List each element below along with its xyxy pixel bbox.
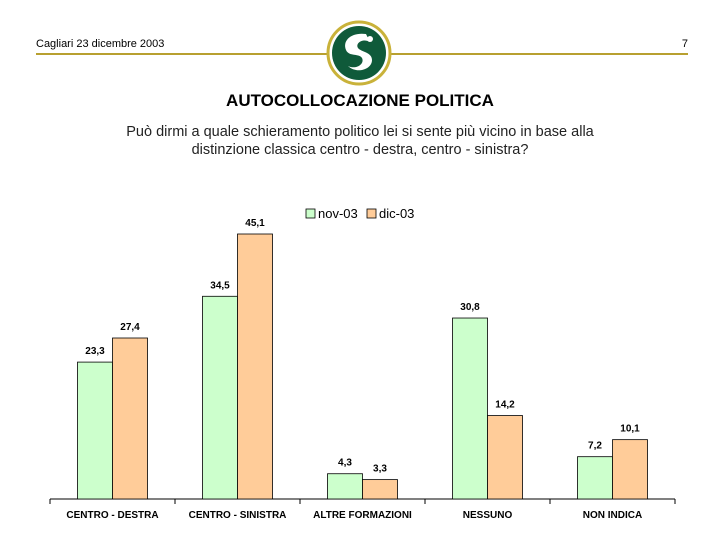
data-label: 3,3 — [373, 464, 387, 475]
category-label: NON INDICA — [583, 510, 642, 521]
bar-nov — [452, 317, 488, 500]
bar-nov — [77, 361, 113, 500]
data-label: 7,2 — [588, 441, 602, 452]
legend-swatch — [366, 208, 377, 219]
legend-label: nov-03 — [318, 206, 358, 221]
circular-logo — [326, 20, 392, 86]
category-label: CENTRO - DESTRA — [66, 510, 158, 521]
category-label: ALTRE FORMAZIONI — [313, 510, 412, 521]
data-label: 23,3 — [85, 346, 105, 357]
data-label: 10,1 — [620, 424, 640, 435]
data-label: 30,8 — [460, 302, 480, 313]
data-label: 34,5 — [210, 280, 230, 291]
data-label: 27,4 — [120, 322, 140, 333]
bar-nov — [577, 456, 613, 500]
bar-dic — [237, 233, 273, 500]
header-date-place: Cagliari 23 dicembre 2003 — [36, 38, 165, 50]
category-label: NESSUNO — [463, 510, 513, 521]
bar-dic — [112, 337, 148, 500]
data-label: 14,2 — [495, 400, 515, 411]
chart-subtitle: Può dirmi a quale schieramento politico … — [90, 123, 630, 159]
subtitle-line-1: Può dirmi a quale schieramento politico … — [126, 124, 594, 140]
page-number: 7 — [681, 38, 688, 50]
chart-title: AUTOCOLLOCAZIONE POLITICA — [226, 91, 494, 110]
data-label: 45,1 — [245, 218, 265, 229]
bar-dic — [362, 479, 398, 500]
data-label: 4,3 — [338, 458, 352, 469]
subtitle-line-2: distinzione classica centro - destra, ce… — [191, 142, 529, 158]
category-label: CENTRO - SINISTRA — [189, 510, 287, 521]
bar-dic — [612, 439, 648, 500]
bar-nov — [202, 295, 238, 500]
legend-swatch — [305, 208, 316, 219]
legend-label: dic-03 — [379, 206, 414, 221]
bar-dic — [487, 415, 523, 500]
bar-nov — [327, 473, 363, 500]
